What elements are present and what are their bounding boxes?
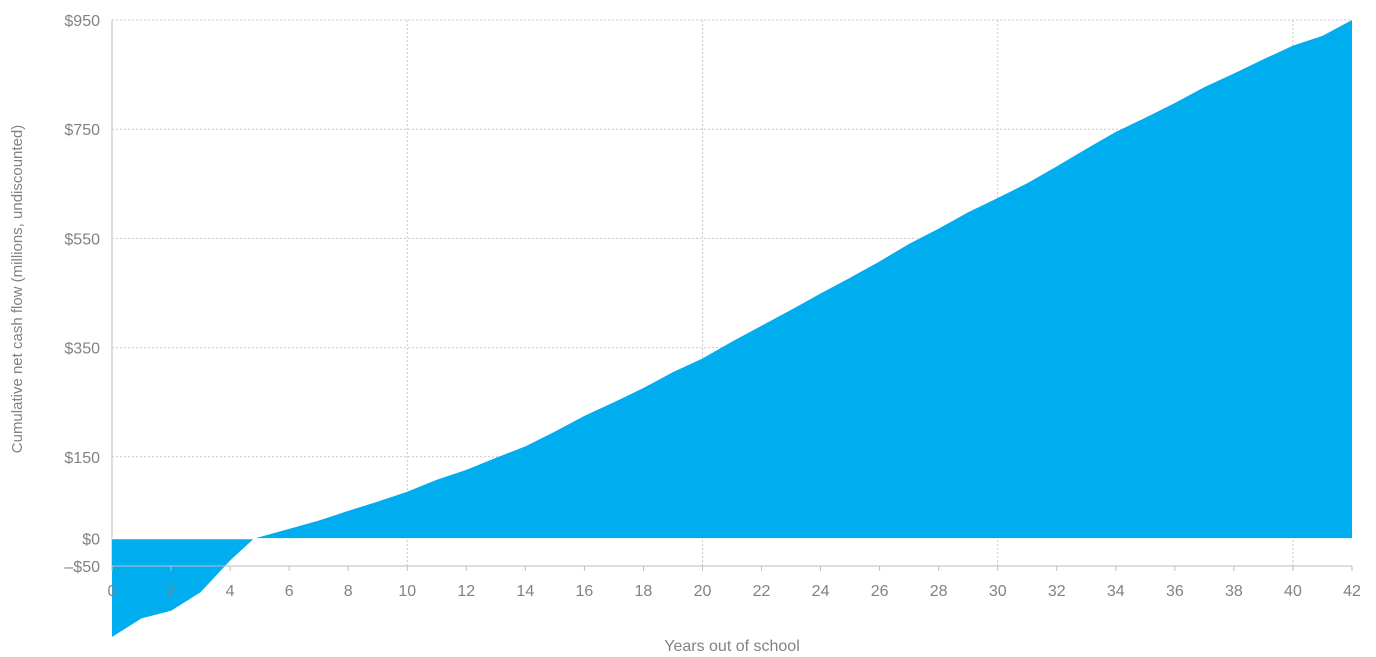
x-tick-label: 38 — [1225, 583, 1243, 600]
x-tick-label: 30 — [989, 583, 1007, 600]
x-tick-label: 42 — [1343, 583, 1361, 600]
x-tick-label: 0 — [108, 583, 117, 600]
y-tick-label: $950 — [64, 13, 100, 30]
x-tick-label: 24 — [812, 583, 830, 600]
x-tick-label: 14 — [516, 583, 534, 600]
x-tick-label: 32 — [1048, 583, 1066, 600]
x-tick-label: 10 — [398, 583, 416, 600]
x-tick-label: 18 — [635, 583, 653, 600]
y-tick-label: $0 — [82, 532, 100, 549]
y-axis: –$50 $0 $150 $350 $550 $750 $950 — [64, 13, 100, 576]
y-axis-label: Cumulative net cash flow (millions, undi… — [9, 125, 26, 453]
x-tick-label: 4 — [226, 583, 235, 600]
area-series — [112, 20, 1352, 637]
y-tick-label: $150 — [64, 450, 100, 467]
x-axis-label: Years out of school — [664, 638, 800, 655]
x-tick-label: 34 — [1107, 583, 1125, 600]
y-tick-label: $350 — [64, 341, 100, 358]
x-tick-label: 8 — [344, 583, 353, 600]
x-tick-label: 6 — [285, 583, 294, 600]
y-tick-label: $550 — [64, 231, 100, 248]
x-tick-label: 40 — [1284, 583, 1302, 600]
x-tick-label: 2 — [167, 583, 176, 600]
x-tick-label: 22 — [753, 583, 771, 600]
x-tick-label: 16 — [575, 583, 593, 600]
x-tick-label: 28 — [930, 583, 948, 600]
x-tick-label: 26 — [871, 583, 889, 600]
y-tick-label: $750 — [64, 122, 100, 139]
x-axis: 0 2 4 6 8 10 12 14 16 18 20 22 24 26 28 30 32 34 36 38 40 42 — [108, 565, 1361, 600]
x-tick-label: 12 — [457, 583, 475, 600]
x-tick-label: 36 — [1166, 583, 1184, 600]
x-tick-label: 20 — [694, 583, 712, 600]
y-tick-label: –$50 — [64, 559, 100, 576]
